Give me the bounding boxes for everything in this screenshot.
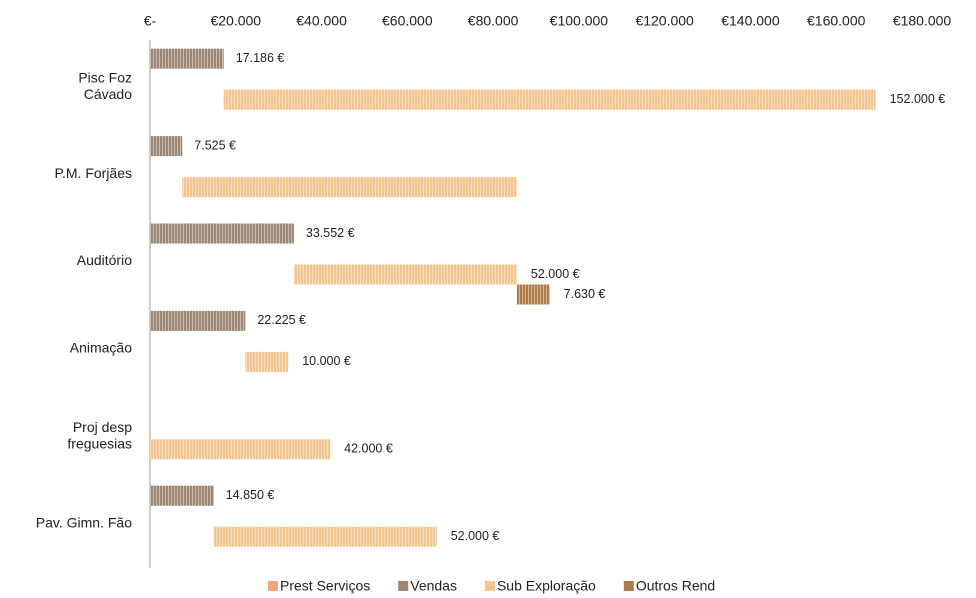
bar-texture: [293, 264, 517, 285]
bar-texture: [150, 310, 246, 331]
value-label: 42.000 €: [344, 442, 393, 456]
x-tick-label: €20.000: [210, 13, 261, 29]
x-tick-label: €120.000: [635, 13, 694, 29]
value-label: 7.630 €: [564, 287, 606, 301]
bar-texture: [150, 439, 331, 460]
x-tick-label: €80.000: [468, 13, 519, 29]
category-label: P.M. Forjães: [54, 165, 132, 181]
value-label: 10.000 €: [302, 354, 351, 368]
value-label: 22.225 €: [257, 313, 306, 327]
value-label: 52.000 €: [451, 529, 500, 543]
value-label: 17.186 €: [236, 51, 285, 65]
x-tick-label: €-: [144, 13, 157, 29]
bar-texture: [150, 48, 224, 69]
bar-texture: [150, 223, 294, 244]
legend-label: Sub Exploração: [497, 578, 596, 594]
bar-texture: [150, 485, 214, 506]
category-label: Pisc Foz Cávado: [78, 69, 132, 102]
legend-swatch: [398, 581, 409, 591]
x-tick-label: €160.000: [807, 13, 866, 29]
bar-texture: [223, 89, 876, 110]
category-label: Pav. Gimn. Fão: [36, 514, 132, 530]
legend-swatch: [623, 581, 634, 591]
value-label: 33.552 €: [306, 226, 355, 240]
legend-swatch: [268, 581, 278, 591]
legend-label: Outros Rend: [636, 578, 715, 594]
legend-label: Vendas: [410, 578, 457, 594]
category-label: Animação: [70, 340, 132, 356]
value-label: 7.525 €: [194, 138, 236, 152]
bar-texture: [182, 177, 517, 198]
x-tick-label: €60.000: [382, 13, 433, 29]
value-label: 152.000 €: [890, 92, 946, 106]
value-label: 14.850 €: [226, 488, 275, 502]
bar-texture: [213, 526, 437, 547]
value-label: 52.000 €: [531, 267, 580, 281]
category-label: Auditório: [77, 252, 132, 268]
category-label: Proj desp freguesias: [67, 419, 132, 452]
legend-swatch: [484, 581, 495, 591]
bar-texture: [150, 136, 183, 157]
legend-label: Prest Serviços: [280, 578, 370, 594]
bar-texture: [245, 351, 289, 372]
x-tick-label: €180.000: [893, 13, 952, 29]
x-tick-label: €140.000: [721, 13, 780, 29]
bar-texture: [516, 284, 550, 305]
x-tick-label: €100.000: [550, 13, 609, 29]
x-tick-label: €40.000: [296, 13, 347, 29]
